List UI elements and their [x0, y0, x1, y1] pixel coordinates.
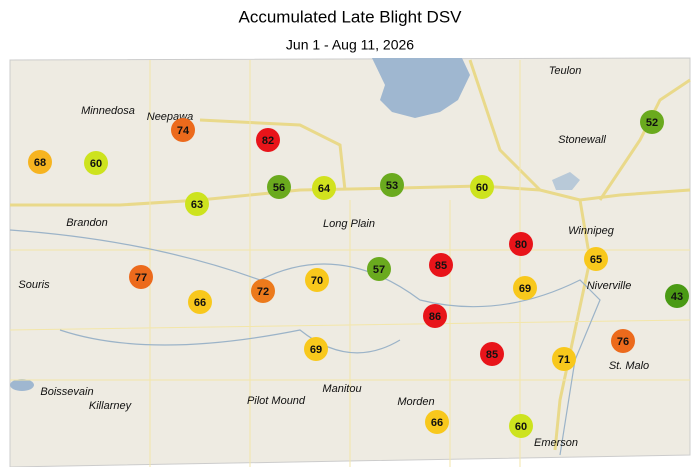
- subtitle: Jun 1 - Aug 11, 2026: [286, 37, 414, 53]
- place-label: Stonewall: [558, 134, 606, 146]
- station-value: 72: [257, 286, 269, 298]
- station-marker: [129, 265, 153, 289]
- station-marker: [480, 342, 504, 366]
- station-value: 64: [318, 183, 331, 195]
- station-value: 86: [429, 311, 441, 323]
- place-label: Manitou: [322, 383, 361, 395]
- station-marker: [665, 284, 689, 308]
- station-marker: [425, 410, 449, 434]
- station-value: 70: [311, 275, 323, 287]
- title: Accumulated Late Blight DSV: [238, 7, 462, 26]
- station-value: 69: [519, 283, 531, 295]
- station-value: 66: [431, 417, 443, 429]
- station-marker: [305, 268, 329, 292]
- station-marker: [267, 175, 291, 199]
- basemap: [9, 57, 691, 468]
- station-value: 66: [194, 297, 206, 309]
- station-marker: [552, 347, 576, 371]
- station-marker: [312, 176, 336, 200]
- place-label: Niverville: [587, 280, 632, 292]
- place-label: Emerson: [534, 437, 578, 449]
- station-marker: [256, 128, 280, 152]
- station-marker: [367, 257, 391, 281]
- station-marker: [429, 253, 453, 277]
- station-value: 65: [590, 254, 602, 266]
- station-value: 60: [476, 182, 488, 194]
- station-marker: [640, 110, 664, 134]
- station-marker: [611, 329, 635, 353]
- station-marker: [470, 175, 494, 199]
- place-label: Souris: [18, 279, 50, 291]
- place-label: Minnedosa: [81, 105, 135, 117]
- place-label: Winnipeg: [568, 225, 615, 237]
- station-marker: [251, 279, 275, 303]
- place-label: Pilot Mound: [247, 395, 306, 407]
- station-marker: [188, 290, 212, 314]
- station-marker: [509, 232, 533, 256]
- station-value: 43: [671, 291, 683, 303]
- station-value: 53: [386, 180, 398, 192]
- station-marker: [513, 276, 537, 300]
- station-value: 77: [135, 272, 147, 284]
- station-value: 85: [435, 260, 447, 272]
- station-marker: [185, 192, 209, 216]
- station-value: 80: [515, 239, 527, 251]
- place-label: Boissevain: [40, 386, 93, 398]
- station-value: 85: [486, 349, 498, 361]
- station-value: 57: [373, 264, 385, 276]
- place-label: Brandon: [66, 217, 108, 229]
- station-value: 68: [34, 157, 46, 169]
- station-marker: [584, 247, 608, 271]
- station-value: 71: [558, 354, 570, 366]
- station-marker: [171, 118, 195, 142]
- place-label: Killarney: [89, 400, 133, 412]
- station-marker: [380, 173, 404, 197]
- station-value: 69: [310, 344, 322, 356]
- station-marker: [28, 150, 52, 174]
- place-label: Morden: [397, 396, 434, 408]
- station-marker: [304, 337, 328, 361]
- station-value: 60: [90, 158, 102, 170]
- station-value: 63: [191, 199, 203, 211]
- station-value: 82: [262, 135, 274, 147]
- station-value: 52: [646, 117, 658, 129]
- station-marker: [423, 304, 447, 328]
- station-value: 56: [273, 182, 285, 194]
- place-label: Long Plain: [323, 218, 375, 230]
- place-label: Teulon: [549, 65, 582, 77]
- station-value: 74: [177, 125, 190, 137]
- place-label: St. Malo: [609, 360, 649, 372]
- station-marker: [509, 414, 533, 438]
- station-value: 76: [617, 336, 629, 348]
- station-value: 60: [515, 421, 527, 433]
- station-marker: [84, 151, 108, 175]
